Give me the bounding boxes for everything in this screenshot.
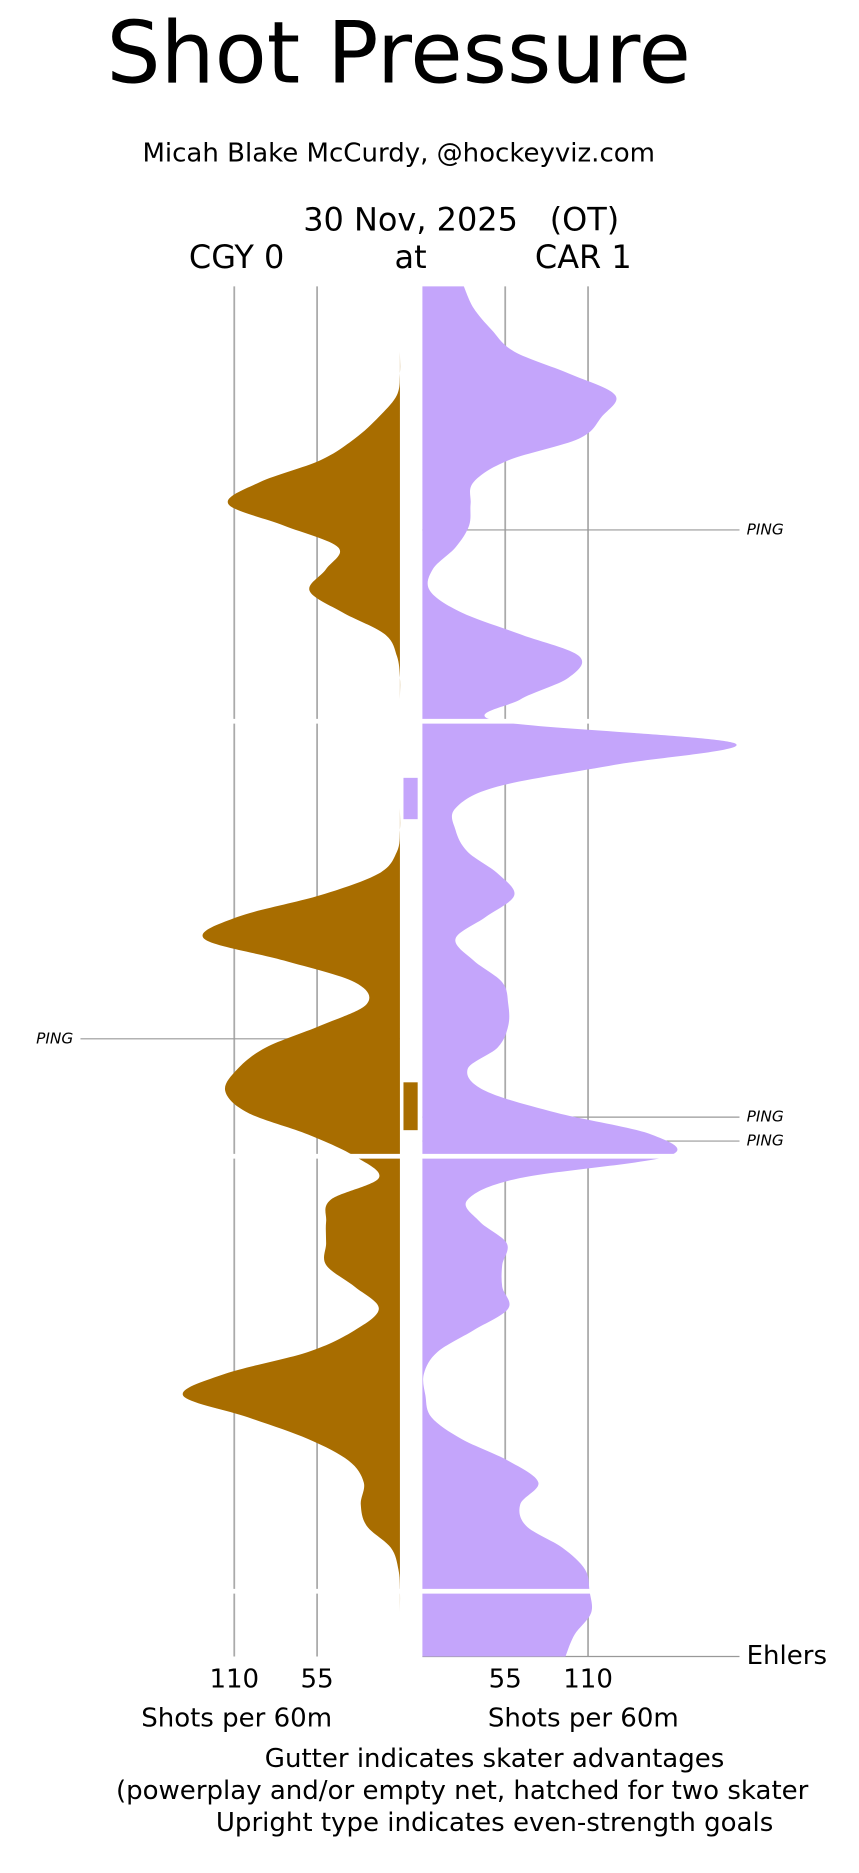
- pressure-area: [182, 286, 401, 1657]
- advantage-bar: [403, 777, 418, 820]
- goal-label: PING: [747, 1132, 784, 1150]
- x-axis-label: Shots per 60m: [488, 1704, 679, 1734]
- pressure-area: [422, 286, 737, 1657]
- team-label: CGY 0: [189, 238, 284, 276]
- goal-label: PING: [747, 520, 784, 538]
- team-label: CAR 1: [535, 238, 632, 276]
- x-tick-label: 55: [301, 1665, 334, 1695]
- game-status: (OT): [550, 200, 620, 238]
- goal-label: PING: [747, 1108, 784, 1126]
- chart-title: Shot Pressure: [107, 5, 691, 104]
- note: Upright type indicates even-strength goa…: [216, 1808, 773, 1838]
- goal-label: Ehlers: [747, 1641, 827, 1671]
- advantage-bar: [403, 1082, 418, 1131]
- x-tick-label: 55: [489, 1665, 522, 1695]
- x-axis-label: Shots per 60m: [141, 1704, 332, 1734]
- note: (powerplay and/or empty net, hatched for…: [116, 1776, 809, 1806]
- note: Gutter indicates skater advantages: [265, 1744, 725, 1774]
- goal-label: PING: [36, 1029, 73, 1047]
- separator: at: [395, 238, 427, 276]
- game-date: 30 Nov, 2025: [303, 200, 518, 238]
- chart-subtitle: Micah Blake McCurdy, @hockeyviz.com: [142, 138, 655, 168]
- x-tick-label: 110: [563, 1665, 613, 1695]
- x-tick-label: 110: [209, 1665, 259, 1695]
